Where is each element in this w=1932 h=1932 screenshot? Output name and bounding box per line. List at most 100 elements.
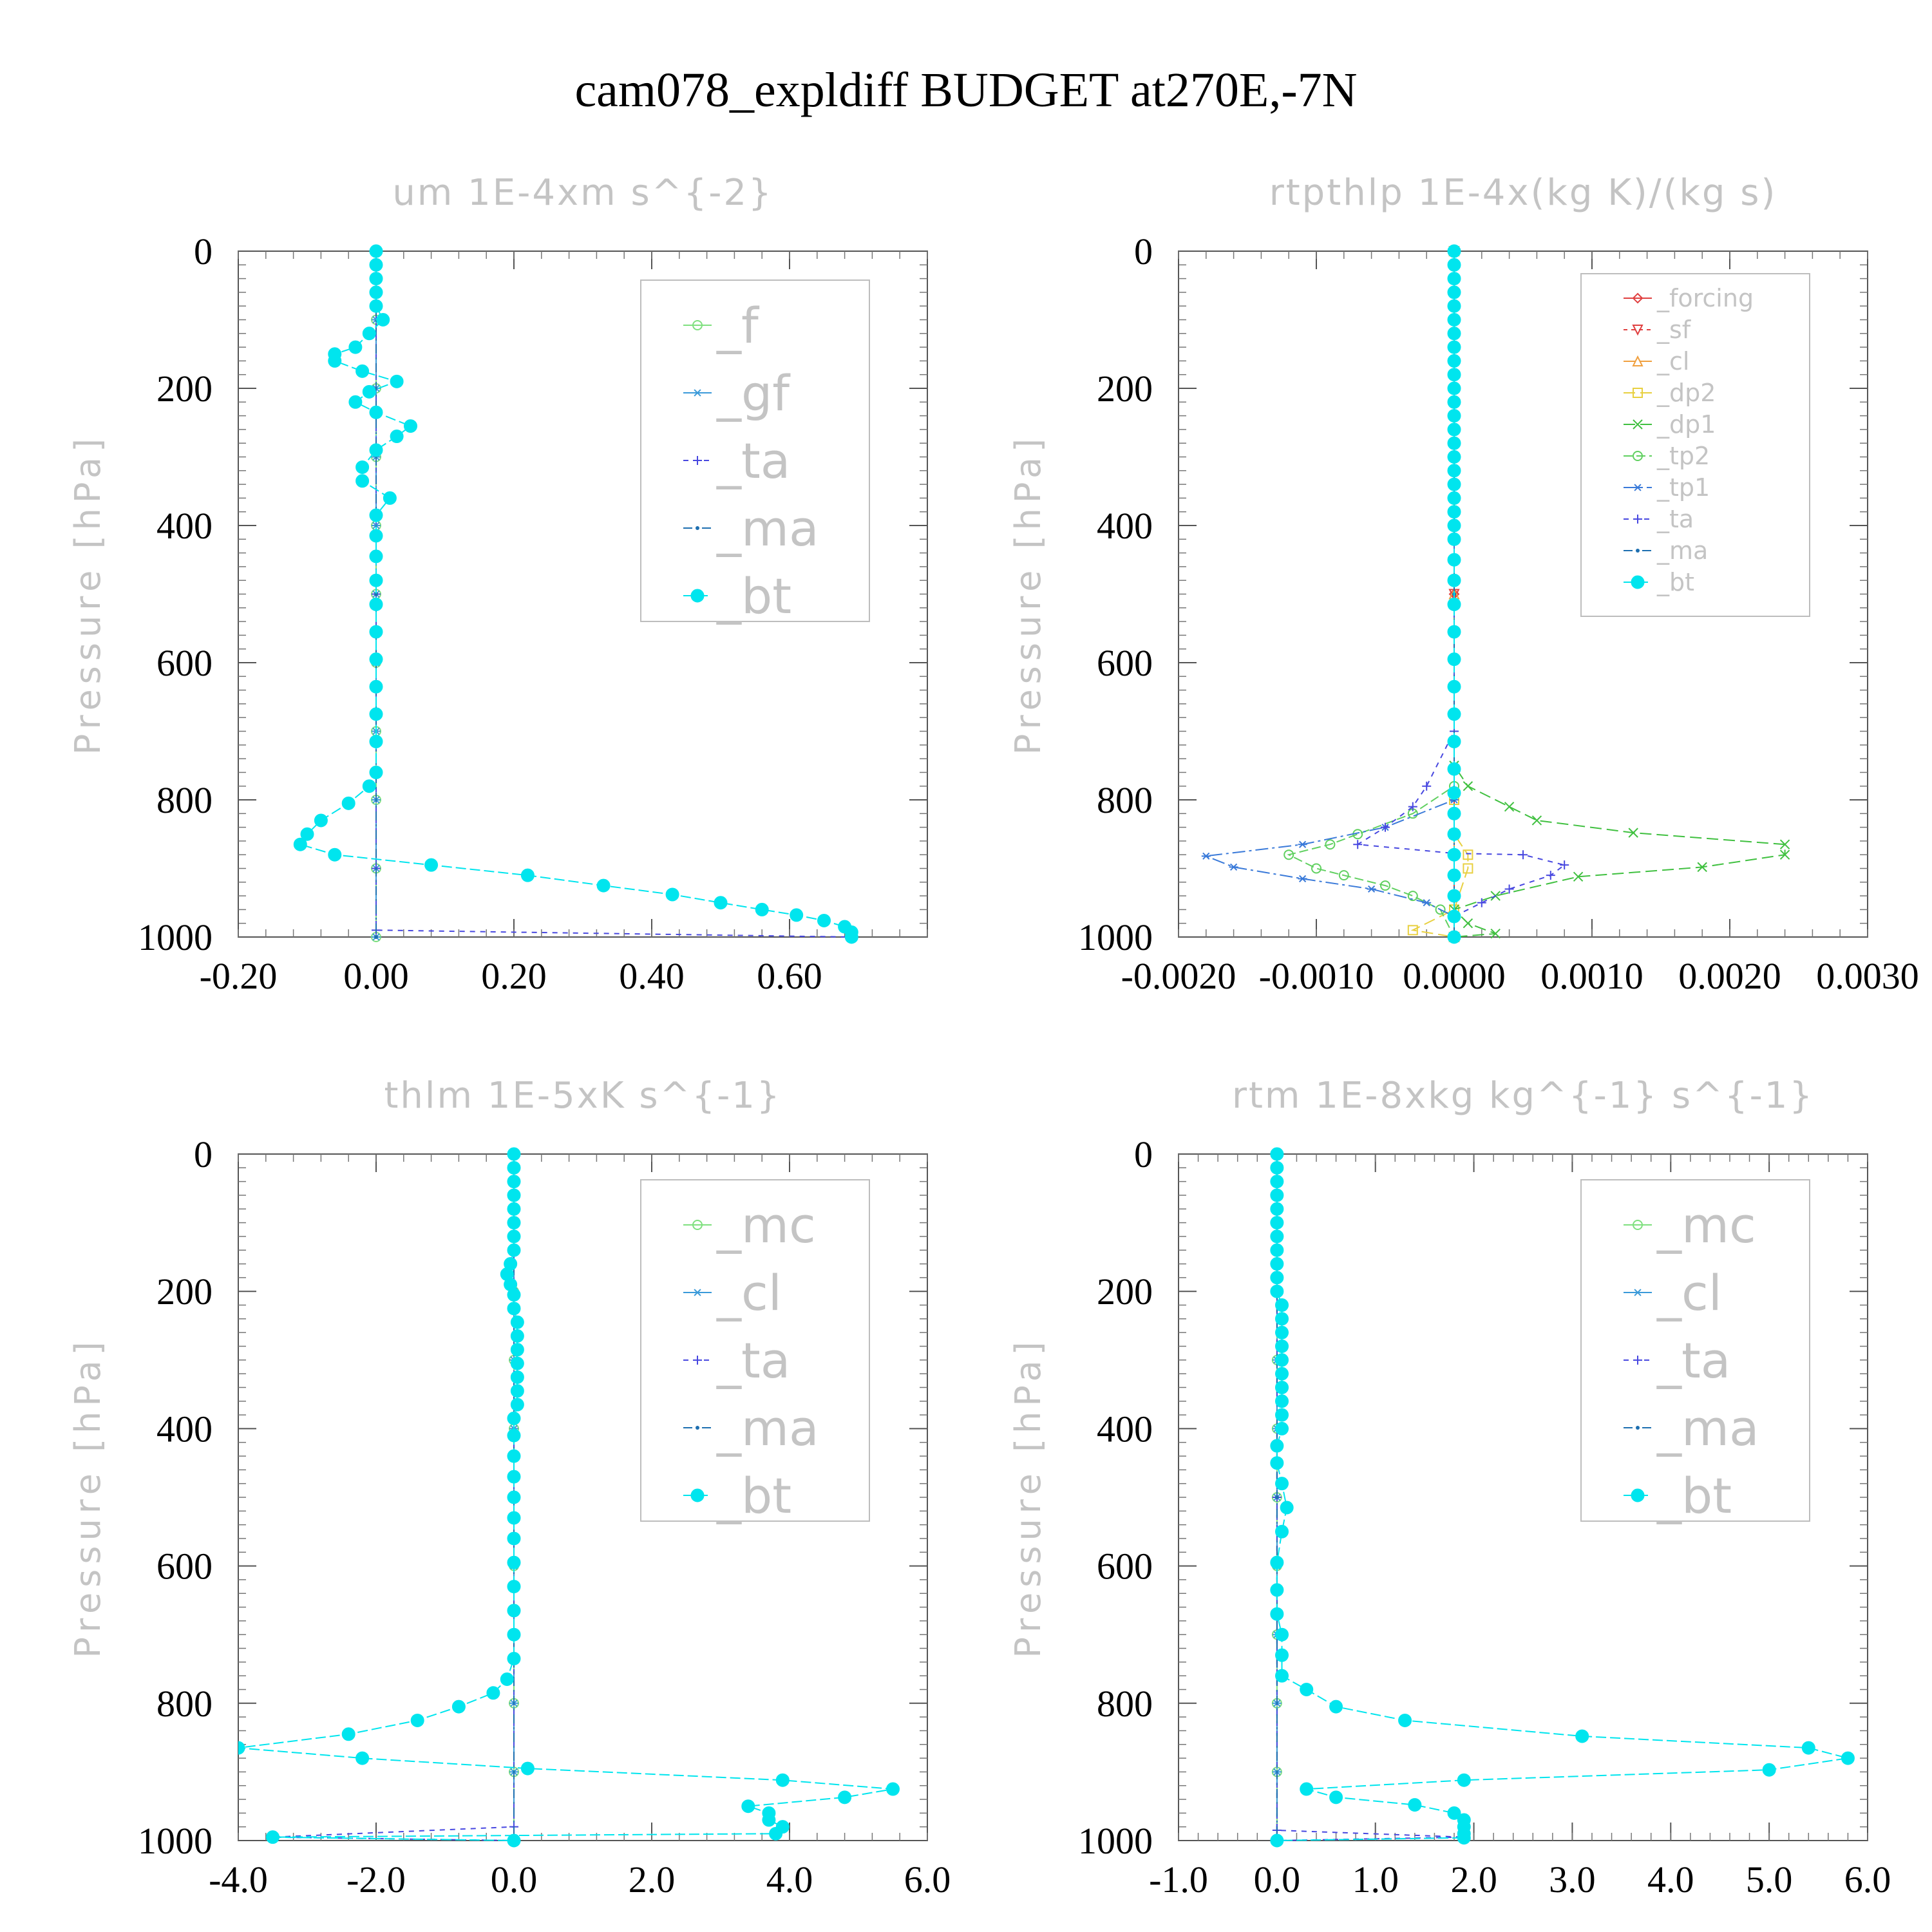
legend-label: _tp2 <box>1656 442 1710 470</box>
data-point-tp2 <box>1633 451 1643 461</box>
data-point-bt <box>1275 1648 1289 1662</box>
x-tick-label: 2.0 <box>1450 1859 1497 1900</box>
data-point-bt <box>355 1751 370 1765</box>
data-point-bt <box>1275 1627 1289 1642</box>
legend-label: _cl <box>1656 1264 1722 1321</box>
y-tick-label: 400 <box>156 1408 213 1450</box>
data-point-bt <box>507 1490 521 1504</box>
legend-label: _cl <box>716 1264 782 1321</box>
x-tick-label: 0.0 <box>491 1859 538 1900</box>
data-point-bt <box>1447 762 1461 776</box>
legend: _forcing _sf _cl _dp2 _dp1 _tp2 _tp1 _ta _ma _bt <box>1580 273 1810 617</box>
data-point-tp2 <box>1435 904 1446 915</box>
data-point-bt <box>369 549 383 564</box>
y-tick-label: 200 <box>1097 1271 1153 1312</box>
y-tick-label: 1000 <box>138 1820 213 1862</box>
data-point-bt <box>410 1713 424 1727</box>
legend-label: _ma <box>1656 536 1708 565</box>
data-point-bt <box>790 908 804 922</box>
data-point-bt <box>1275 1367 1289 1381</box>
data-point-bt <box>507 1470 521 1484</box>
data-point-bt <box>328 848 342 862</box>
data-point-cl <box>1633 1289 1642 1296</box>
data-point-dp1 <box>1490 928 1501 939</box>
data-point-bt <box>1447 707 1461 721</box>
data-point-tp1 <box>1633 484 1642 491</box>
data-point-bt <box>1275 1421 1289 1435</box>
data-point-bt <box>510 1397 524 1412</box>
panel-title: rtm 1E-8xkg kg^{-1} s^{-1} <box>1232 1075 1814 1117</box>
data-point-bt <box>817 913 831 927</box>
data-point-bt <box>1447 868 1461 882</box>
data-point-bt <box>1270 1833 1284 1848</box>
data-point-bt <box>1447 409 1461 423</box>
data-point-bt <box>507 1428 521 1443</box>
data-point-ma <box>696 1426 699 1430</box>
panel-3: thlm 1E-5xK s^{-1} Pressure [hPa] 0 200 400 6… <box>68 1075 951 1900</box>
data-point-bt <box>1447 422 1461 437</box>
y-tick-label: 200 <box>1097 368 1153 410</box>
data-point-bt <box>369 652 383 667</box>
data-point-bt <box>1447 244 1461 258</box>
data-point-bt <box>390 430 404 444</box>
data-point-bt <box>1408 1798 1422 1812</box>
data-point-bt <box>507 1411 521 1425</box>
data-point-bt <box>1447 786 1461 800</box>
data-point-bt <box>510 1329 524 1343</box>
data-point-bt <box>1447 368 1461 382</box>
data-point-bt <box>1457 1831 1471 1845</box>
panel-title: rtpthlp 1E-4x(kg K)/(kg s) <box>1269 172 1777 214</box>
data-point-bt <box>507 1175 521 1189</box>
data-point-bt <box>1275 1524 1289 1539</box>
x-tick-label: 0.0010 <box>1540 955 1643 997</box>
y-tick-label: 1000 <box>138 916 213 958</box>
data-point-bt <box>596 878 611 893</box>
data-point-bt <box>369 244 383 258</box>
data-point-bt <box>1270 1175 1284 1189</box>
data-point-bt <box>886 1782 900 1796</box>
data-point-ta <box>1422 781 1432 791</box>
data-point-bt <box>690 1488 705 1502</box>
legend-label: _bt <box>1656 568 1694 596</box>
data-point-bt <box>362 779 376 793</box>
data-point-bt <box>1270 1284 1284 1298</box>
data-point-bt <box>1329 1700 1343 1714</box>
data-point-ta <box>1633 515 1642 524</box>
data-point-bt <box>775 1773 790 1787</box>
data-point-ta <box>1381 822 1390 832</box>
legend-label: _ta <box>716 432 790 489</box>
data-point-dp1 <box>1628 828 1638 838</box>
data-point-tp2 <box>1407 891 1418 902</box>
series-line-tp2 <box>1287 251 1455 938</box>
data-point-bt <box>741 1799 755 1814</box>
data-point-cl <box>693 1289 702 1296</box>
data-point-bt <box>424 858 439 872</box>
data-point-bt <box>1447 734 1461 748</box>
y-tick-label: 800 <box>1097 1683 1153 1725</box>
panel-title: um 1E-4xm s^{-2} <box>392 172 773 214</box>
data-point-bt <box>341 1727 355 1741</box>
x-tick-label: 0.0020 <box>1678 955 1781 997</box>
data-point-tp2 <box>1380 880 1390 891</box>
data-point-bt <box>314 813 328 828</box>
data-point-bt <box>1270 1216 1284 1230</box>
data-point-bt <box>1447 464 1461 478</box>
data-point-bt <box>1447 553 1461 567</box>
x-tick-label: 4.0 <box>1647 1859 1694 1900</box>
data-point-bt <box>369 508 383 522</box>
data-point-bt <box>1447 327 1461 341</box>
data-point-bt <box>507 1580 521 1594</box>
data-point-bt <box>507 1160 521 1175</box>
data-point-bt <box>369 679 383 694</box>
legend: _f _gf _ta _ma _bt <box>640 279 870 625</box>
data-point-bt <box>1447 313 1461 327</box>
x-tick-label: 0.00 <box>343 955 409 997</box>
data-point-bt <box>355 460 370 474</box>
data-point-bt <box>507 1188 521 1202</box>
data-point-dp1 <box>1697 862 1707 873</box>
legend-label: _f <box>716 297 760 354</box>
legend-label: _tp1 <box>1656 473 1710 502</box>
data-point-tp1 <box>1367 885 1376 893</box>
data-point-dp1 <box>1573 871 1584 882</box>
data-point-bt <box>507 1202 521 1216</box>
